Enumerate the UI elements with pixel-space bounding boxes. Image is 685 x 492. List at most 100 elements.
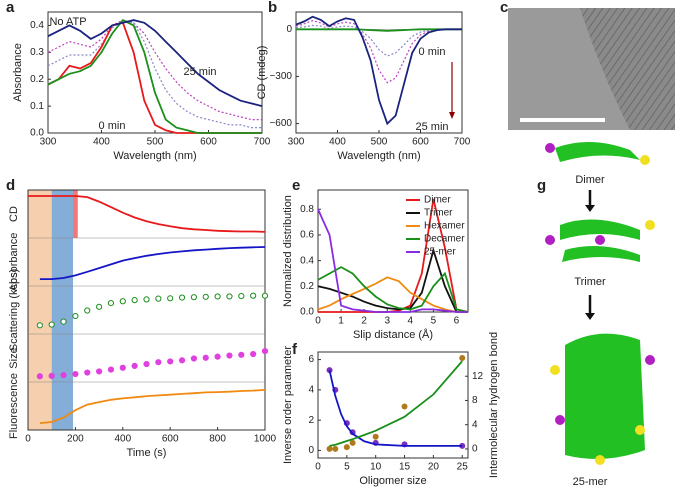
data-point (202, 293, 209, 300)
y-axis-label: Normalized distribution (282, 195, 294, 307)
data-point (214, 353, 221, 360)
arrowhead (585, 313, 595, 320)
x-tick-label: 800 (209, 434, 226, 445)
y-tick-label: 0.4 (300, 255, 314, 266)
data-point (107, 300, 115, 307)
x-tick-label: 500 (371, 137, 388, 148)
data-point (143, 360, 150, 368)
series-line (317, 266, 469, 313)
structure-label: 25-mer (573, 476, 608, 488)
data-point (178, 294, 186, 301)
structure-label: Trimer (574, 276, 606, 288)
data-point (372, 433, 379, 440)
time-region (73, 190, 78, 238)
atom (555, 415, 565, 425)
x-tick-label: 600 (412, 137, 429, 148)
data-point (190, 355, 197, 362)
data-point (119, 298, 126, 305)
time-region (51, 190, 74, 430)
atom (640, 155, 650, 165)
data-point (250, 292, 257, 299)
atom (595, 235, 605, 245)
data-point (36, 322, 43, 329)
data-point (178, 357, 186, 364)
track-label: Size (8, 347, 20, 368)
y-tick-label: 0.3 (30, 47, 44, 58)
y-tick-label: 0.0 (30, 128, 44, 139)
y-tick-label: 0.4 (30, 20, 44, 31)
atom (595, 455, 605, 465)
data-point (60, 372, 67, 379)
data-point (167, 295, 174, 302)
y-tick-label: −600 (269, 118, 292, 129)
panel-letter: e (292, 177, 300, 194)
x-axis-label: Wavelength (nm) (113, 150, 196, 162)
x-tick-label: 10 (370, 462, 382, 473)
x-tick-label: 0 (25, 434, 31, 445)
data-point (84, 369, 91, 376)
data-point (131, 297, 138, 304)
series-line (329, 360, 463, 447)
plot-frame (27, 189, 266, 431)
annotation: No ATP (49, 16, 86, 28)
x-tick-label: 4 (408, 316, 414, 327)
data-point (326, 367, 333, 374)
track-line (39, 389, 266, 424)
panel-c-image (508, 8, 675, 130)
x-tick-label: 400 (329, 137, 346, 148)
data-point (48, 372, 55, 379)
x-tick-label: 5 (344, 462, 350, 473)
legend-label: Dimer (424, 195, 451, 206)
series-line (295, 24, 462, 57)
annotation: 25 min (183, 66, 216, 78)
data-point (36, 373, 43, 380)
arrowhead (585, 205, 595, 212)
panel-letter: a (6, 0, 15, 16)
arrowhead (449, 112, 455, 119)
atom (545, 235, 555, 245)
data-point (349, 439, 356, 446)
data-point (261, 348, 269, 355)
data-point (119, 364, 126, 371)
series-line (47, 18, 262, 134)
data-point (72, 312, 79, 320)
time-region (28, 190, 52, 430)
data-point (459, 442, 466, 449)
data-point (60, 318, 67, 325)
panel-letter: f (292, 341, 298, 358)
y-tick-label: 0.0 (300, 307, 314, 318)
data-point (326, 445, 333, 452)
series-line (328, 370, 463, 447)
data-point (48, 321, 55, 328)
fiber-region (580, 8, 675, 130)
y-axis-label: Absorbance (12, 43, 24, 102)
data-point (143, 296, 150, 303)
track-line (28, 195, 266, 233)
panel-letter: g (537, 177, 546, 194)
y-tick-label: 0.8 (300, 204, 314, 215)
panel-letter: d (6, 177, 15, 194)
x-tick-label: 20 (428, 462, 440, 473)
series-line (295, 19, 462, 84)
data-point (190, 294, 197, 301)
dimer-structure (555, 141, 640, 162)
data-point (155, 295, 162, 302)
legend-label: Hexamer (424, 221, 465, 232)
legend-label: Trimer (424, 208, 453, 219)
data-point (214, 293, 221, 300)
legend-label: 25-mer (424, 247, 456, 258)
x-tick-label: 25 (457, 462, 469, 473)
x-tick-label: 6 (454, 316, 460, 327)
x-tick-label: 1000 (254, 434, 277, 445)
y2-axis-label: Intermolecular hydrogen bond (488, 332, 500, 478)
data-point (202, 354, 209, 361)
x-tick-label: 600 (200, 137, 217, 148)
y-tick-label: 0.1 (30, 101, 44, 112)
x-axis-label: Slip distance (Å) (353, 328, 433, 341)
y2-tick-label: 12 (472, 371, 484, 382)
series-line (47, 19, 263, 107)
y-tick-label: 2 (308, 415, 314, 426)
data-point (167, 358, 174, 365)
y-tick-label: −300 (269, 71, 292, 82)
data-point (261, 292, 269, 299)
